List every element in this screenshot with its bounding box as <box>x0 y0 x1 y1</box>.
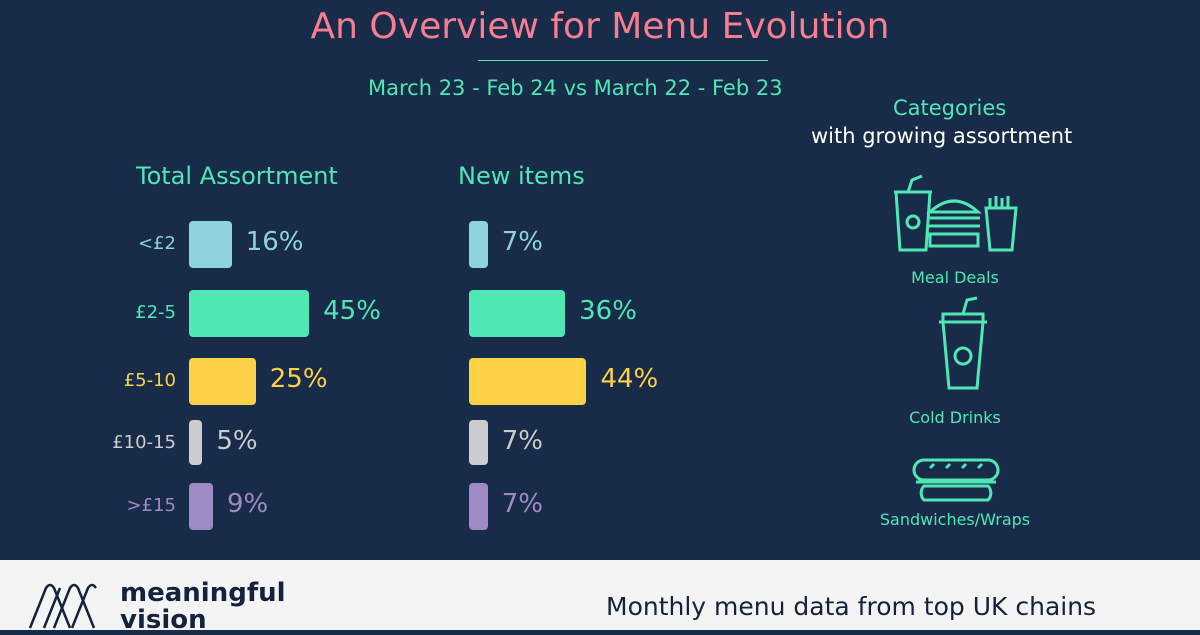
meal-deal-icon <box>894 174 1018 252</box>
data-label: 9% <box>227 489 269 519</box>
divider <box>478 60 768 61</box>
data-label: 44% <box>600 364 659 394</box>
bar-total <box>189 221 232 268</box>
data-label: 45% <box>323 296 381 326</box>
categories-heading: Categories <box>893 96 1007 120</box>
bar-new <box>469 221 488 268</box>
category-label: £10-15 <box>112 432 176 453</box>
tagline: Monthly menu data from top UK chains <box>606 592 1097 621</box>
data-label: 7% <box>501 489 543 519</box>
data-label: 25% <box>269 364 328 394</box>
brand-line2: vision <box>120 605 207 635</box>
category-label-sandwiches: Sandwiches/Wraps <box>879 510 1031 529</box>
bar-new <box>469 483 488 530</box>
series-heading-total: Total Assortment <box>136 162 338 190</box>
brand-line1: meaningful <box>120 578 286 608</box>
categories-subheading: with growing assortment <box>811 124 1073 148</box>
data-label: 5% <box>216 426 258 456</box>
bar-new <box>469 290 566 337</box>
footer: meaningful vision Monthly menu data from… <box>0 560 1200 634</box>
series-heading-new: New items <box>458 162 585 190</box>
data-label: 36% <box>579 296 637 326</box>
data-label: 16% <box>245 227 304 257</box>
category-label: £5-10 <box>123 370 176 391</box>
meaningful-vision-logo-icon <box>28 583 98 629</box>
bar-new <box>469 420 488 465</box>
category-label: <£2 <box>138 233 176 254</box>
bar-total <box>189 290 310 337</box>
bar-total <box>189 483 214 530</box>
category-label-meal-deals: Meal Deals <box>911 268 999 287</box>
category-label-cold-drinks: Cold Drinks <box>909 408 1001 427</box>
sandwich-icon <box>912 458 1000 502</box>
bar-new <box>469 358 587 405</box>
cold-drink-icon <box>939 296 987 390</box>
bar-total <box>189 420 203 465</box>
bar-total <box>189 358 256 405</box>
subtitle: March 23 - Feb 24 vs March 22 - Feb 23 <box>368 76 783 100</box>
brand-logo: meaningful vision <box>120 580 286 634</box>
data-label: 7% <box>501 227 543 257</box>
page-title: An Overview for Menu Evolution <box>310 6 890 47</box>
category-label: >£15 <box>126 495 176 516</box>
data-label: 7% <box>501 426 543 456</box>
category-label: £2-5 <box>135 302 176 323</box>
